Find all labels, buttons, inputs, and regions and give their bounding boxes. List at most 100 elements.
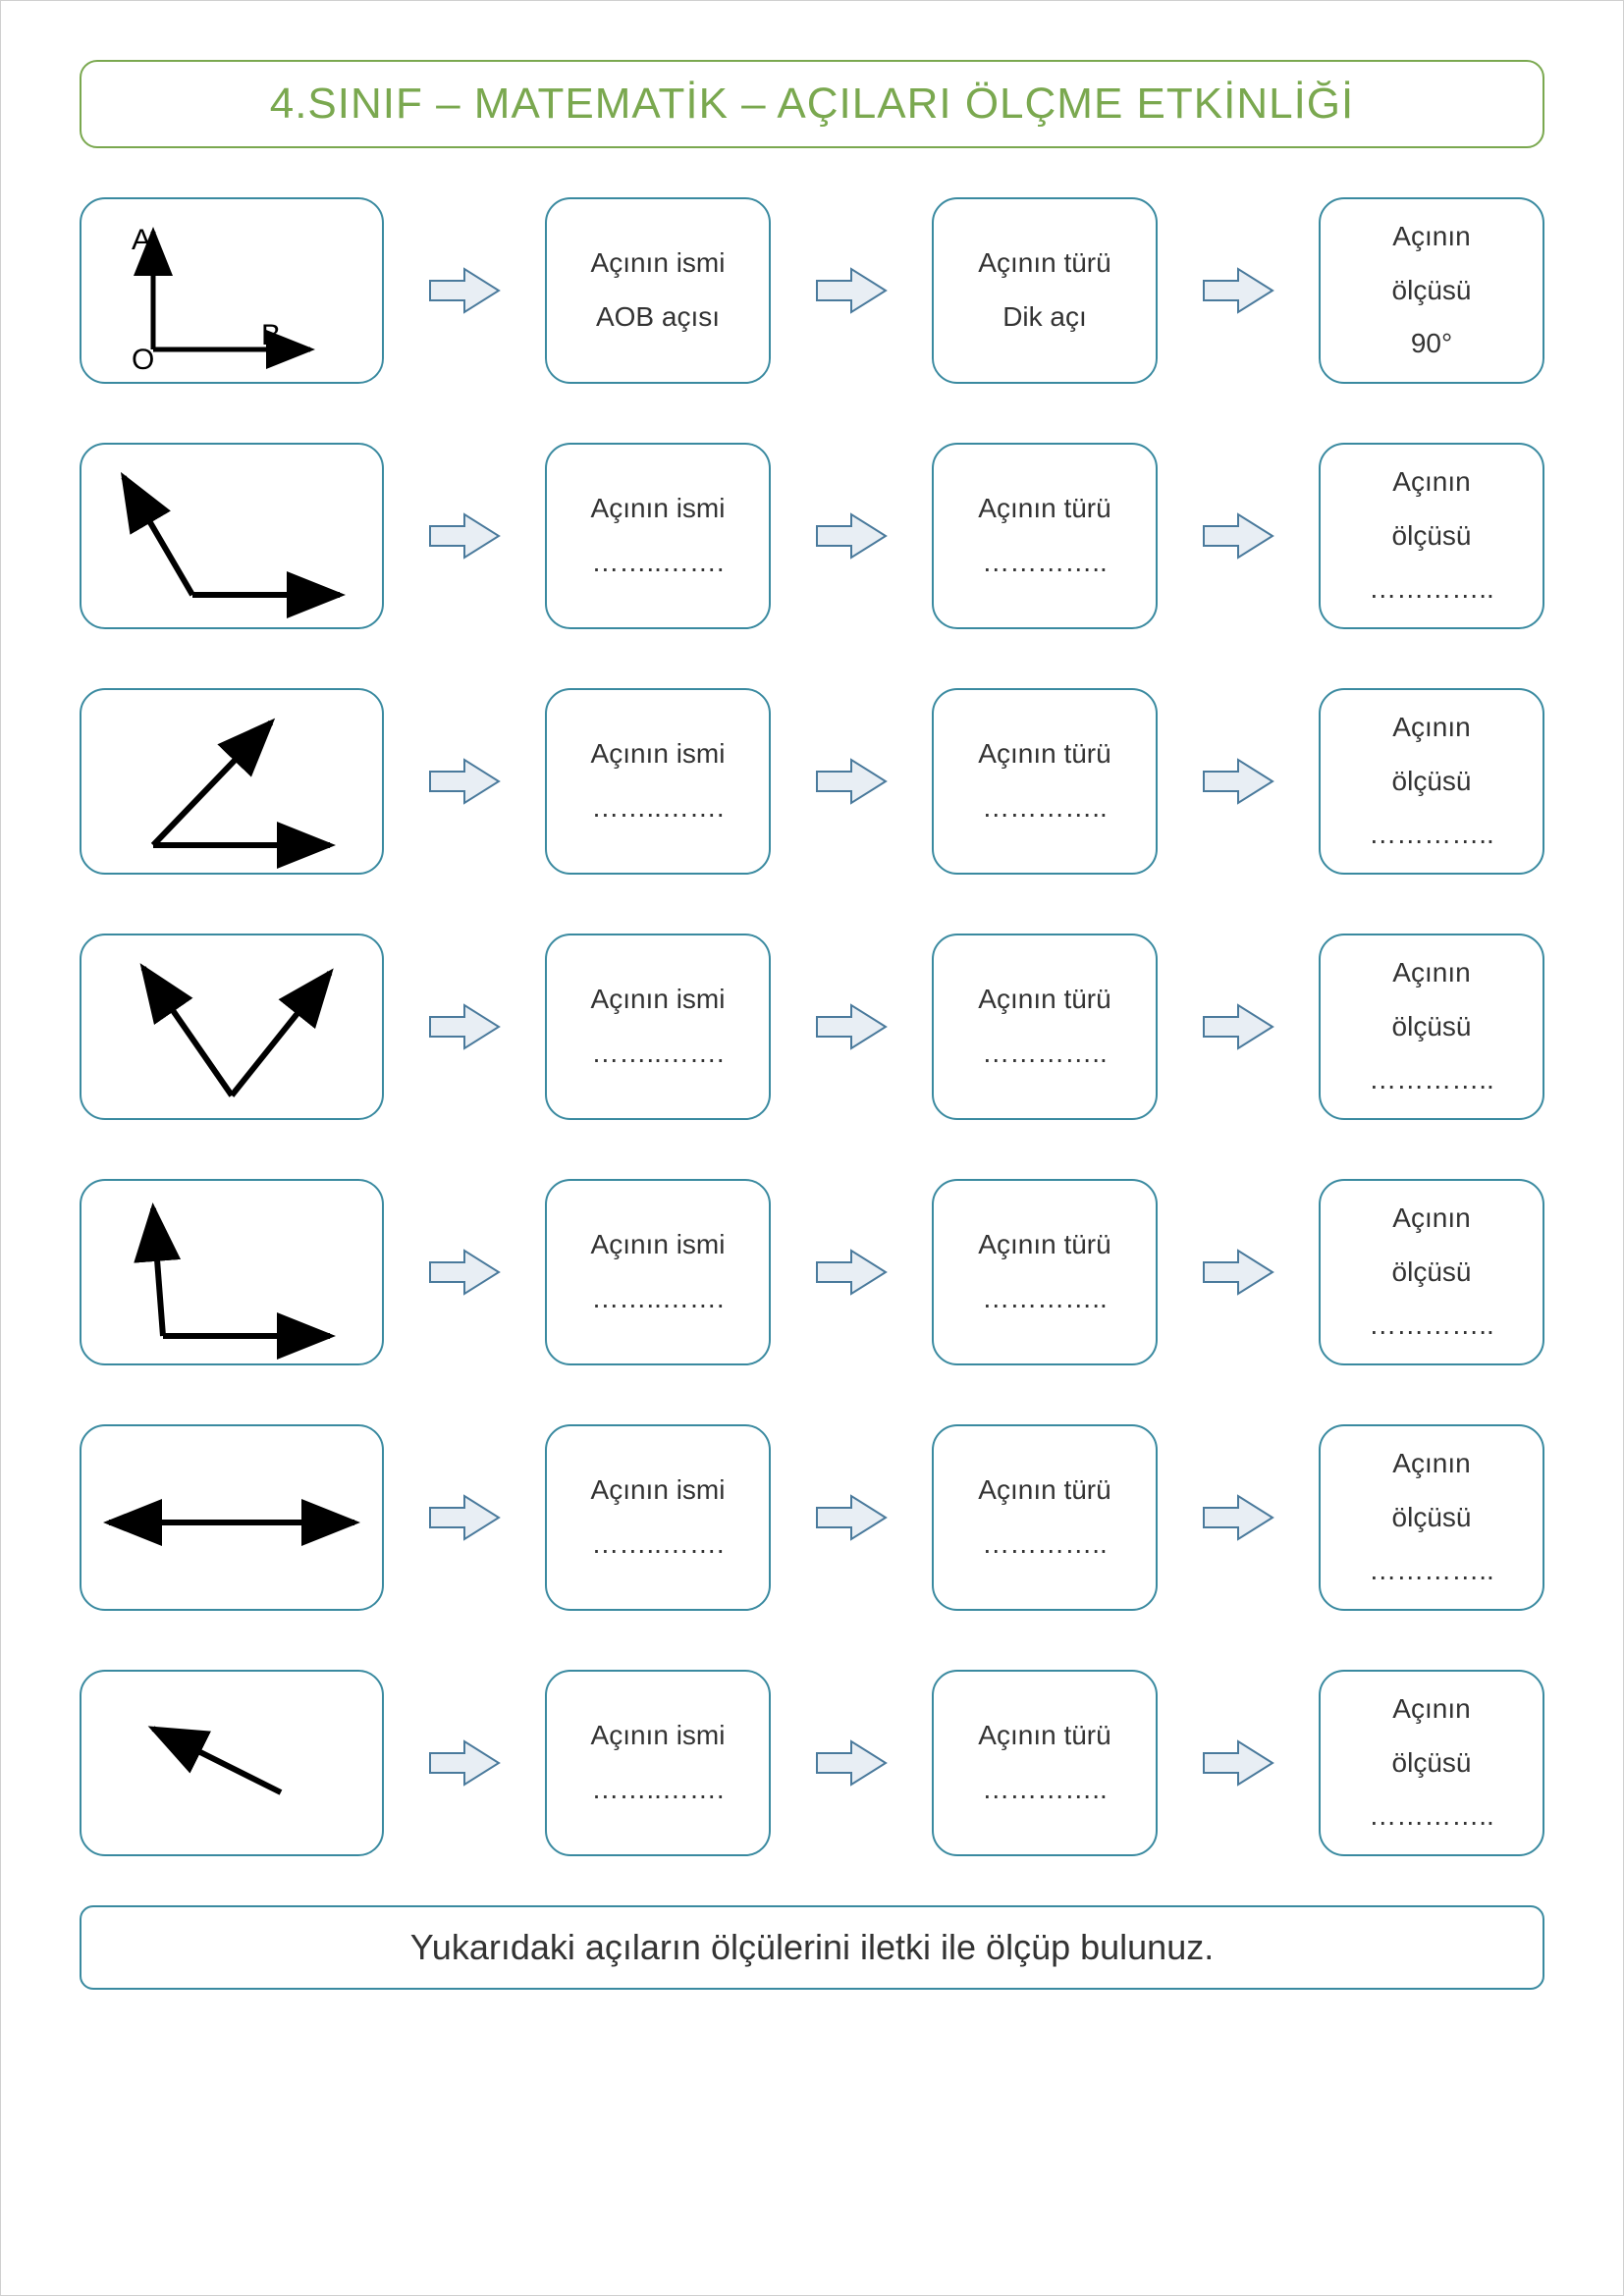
arrow (812, 752, 891, 811)
angle-type-value: Dik açı (1002, 295, 1087, 340)
angle-measure-box: Açının ölçüsü ………….. (1319, 443, 1544, 629)
arrow (812, 1734, 891, 1792)
angle-measure-label-2: ölçüsü (1392, 1251, 1472, 1295)
angle-name-value: ……..……. (591, 1032, 724, 1076)
angle-type-box: Açının türü ………….. (932, 688, 1158, 875)
angle-measure-value: ………….. (1369, 813, 1494, 857)
angle-name-value: AOB açısı (596, 295, 720, 340)
angle-name-box: Açının ismi ……..……. (545, 688, 771, 875)
rows-container: A O B Açının ismi AOB açısı Açının türü … (80, 197, 1544, 1856)
angle-diagram-box (80, 934, 384, 1120)
instruction-box: Yukarıdaki açıların ölçülerini iletki il… (80, 1905, 1544, 1990)
angle-type-box: Açının türü ………….. (932, 443, 1158, 629)
exercise-row: A O B Açının ismi AOB açısı Açının türü … (80, 197, 1544, 384)
arrow-icon (1199, 754, 1277, 809)
angle-measure-label-1: Açının (1392, 706, 1470, 750)
arrow-icon (812, 263, 891, 318)
angle-name-value: ……..……. (591, 1277, 724, 1321)
angle-name-box: Açının ismi ……..……. (545, 1179, 771, 1365)
arrow (812, 261, 891, 320)
exercise-row: Açının ismi ……..……. Açının türü ………….. A… (80, 934, 1544, 1120)
title-text: 4.SINIF – MATEMATİK – AÇILARI ÖLÇME ETKİ… (270, 80, 1355, 128)
arrow (1199, 1488, 1277, 1547)
exercise-row: Açının ismi ……..……. Açının türü ………….. A… (80, 1179, 1544, 1365)
angle-name-value: ……..……. (591, 1522, 724, 1567)
angle-measure-label-2: ölçüsü (1392, 269, 1472, 313)
angle-type-value: ………….. (982, 541, 1108, 585)
angle-name-box: Açının ismi ……..……. (545, 1670, 771, 1856)
angle-measure-label-1: Açının (1392, 460, 1470, 505)
arrow-icon (812, 1490, 891, 1545)
angle-measure-box: Açının ölçüsü 90° (1319, 197, 1544, 384)
angle-type-value: ………….. (982, 1032, 1108, 1076)
angle-name-label: Açının ismi (591, 1714, 726, 1758)
angle-measure-value: ………….. (1369, 1304, 1494, 1348)
angle-measure-label-1: Açının (1392, 1442, 1470, 1486)
angle-straight-icon (84, 1429, 379, 1606)
svg-text:A: A (132, 224, 151, 256)
svg-text:B: B (261, 319, 281, 351)
angle-measure-value: ………….. (1369, 567, 1494, 612)
angle-measure-box: Açının ölçüsü ………….. (1319, 688, 1544, 875)
angle-diagram-box (80, 1179, 384, 1365)
angle-type-box: Açının türü ………….. (932, 934, 1158, 1120)
angle-measure-label-1: Açının (1392, 215, 1470, 259)
arrow (1199, 1243, 1277, 1302)
arrow-icon (1199, 999, 1277, 1054)
angle-diagram-box (80, 1424, 384, 1611)
angle-measure-value: ………….. (1369, 1794, 1494, 1839)
arrow (1199, 261, 1277, 320)
arrow (1199, 1734, 1277, 1792)
exercise-row: Açının ismi ……..……. Açının türü ………….. A… (80, 688, 1544, 875)
arrow (812, 997, 891, 1056)
angle-type-value: ………….. (982, 1768, 1108, 1812)
arrow (425, 1243, 504, 1302)
arrow (812, 507, 891, 565)
instruction-text: Yukarıdaki açıların ölçülerini iletki il… (410, 1927, 1214, 1967)
angle-name-value: ……..……. (591, 541, 724, 585)
angle-type-value: ………….. (982, 786, 1108, 830)
angle-measure-value: 90° (1411, 322, 1452, 366)
angle-measure-label-1: Açının (1392, 1197, 1470, 1241)
arrow-icon (425, 1490, 504, 1545)
page-title: 4.SINIF – MATEMATİK – AÇILARI ÖLÇME ETKİ… (80, 60, 1544, 148)
arrow (812, 1243, 891, 1302)
angle-name-value: ……..……. (591, 1768, 724, 1812)
arrow-icon (425, 1245, 504, 1300)
angle-measure-label-2: ölçüsü (1392, 1496, 1472, 1540)
angle-name-label: Açının ismi (591, 487, 726, 531)
arrow-icon (425, 999, 504, 1054)
angle-diagram-box (80, 1670, 384, 1856)
angle-name-box: Açının ismi ……..……. (545, 443, 771, 629)
arrow-icon (812, 754, 891, 809)
arrow-icon (812, 999, 891, 1054)
arrow-icon (1199, 263, 1277, 318)
angle-measure-box: Açının ölçüsü ………….. (1319, 1670, 1544, 1856)
angle-type-label: Açının türü (978, 487, 1110, 531)
arrow-icon (1199, 1490, 1277, 1545)
angle-name-label: Açının ismi (591, 1468, 726, 1513)
arrow-icon (1199, 508, 1277, 563)
arrow-icon (1199, 1245, 1277, 1300)
arrow-icon (425, 1735, 504, 1790)
angle-measure-box: Açının ölçüsü ………….. (1319, 1424, 1544, 1611)
arrow (425, 752, 504, 811)
arrow (1199, 752, 1277, 811)
exercise-row: Açının ismi ……..……. Açının türü ………….. A… (80, 1670, 1544, 1856)
angle-measure-box: Açının ölçüsü ………….. (1319, 934, 1544, 1120)
angle-name-label: Açının ismi (591, 978, 726, 1022)
arrow-icon (425, 263, 504, 318)
exercise-row: Açının ismi ……..……. Açının türü ………….. A… (80, 443, 1544, 629)
angle-type-label: Açının türü (978, 1223, 1110, 1267)
worksheet-page: 4.SINIF – MATEMATİK – AÇILARI ÖLÇME ETKİ… (0, 0, 1624, 2296)
angle-type-box: Açının türü ………….. (932, 1670, 1158, 1856)
angle-type-label: Açının türü (978, 978, 1110, 1022)
angle-obtuse_up_left-icon (84, 448, 379, 624)
angle-name-box: Açının ismi ……..……. (545, 1424, 771, 1611)
angle-diagram-box: A O B (80, 197, 384, 384)
angle-measure-label-2: ölçüsü (1392, 1005, 1472, 1049)
angle-type-label: Açının türü (978, 241, 1110, 286)
arrow-icon (812, 508, 891, 563)
angle-right-icon: A O B (84, 202, 379, 379)
angle-type-box: Açının türü Dik açı (932, 197, 1158, 384)
